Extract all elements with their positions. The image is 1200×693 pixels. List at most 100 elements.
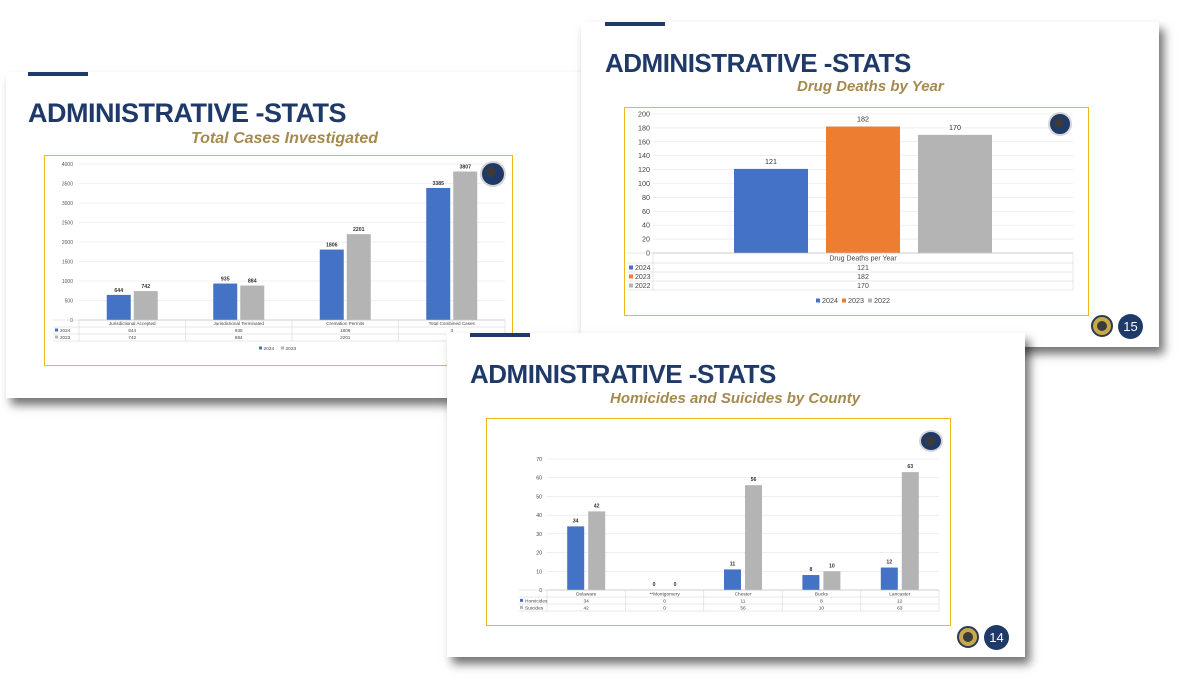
medical-seal-icon <box>480 161 506 187</box>
data-label: 56 <box>751 477 757 483</box>
legend-swatch <box>259 346 262 350</box>
series-name: Homicides <box>525 598 548 604</box>
category-label: Cremation Permits <box>326 321 365 326</box>
y-tick-label: 20 <box>536 551 542 557</box>
bar <box>319 249 344 320</box>
bar <box>918 134 992 253</box>
legend-swatch <box>842 298 846 303</box>
data-label: 10 <box>829 563 835 569</box>
table-value: 935 <box>235 328 243 333</box>
data-label: 0 <box>674 582 677 588</box>
y-tick-label: 500 <box>65 299 74 305</box>
data-label: 34 <box>573 518 579 524</box>
data-label: 170 <box>949 123 961 132</box>
y-tick-label: 70 <box>536 457 542 463</box>
y-tick-label: 180 <box>638 123 650 132</box>
table-value: 0 <box>663 598 666 604</box>
y-tick-label: 160 <box>638 137 650 146</box>
y-tick-label: 30 <box>536 532 542 538</box>
data-label: 121 <box>765 157 777 166</box>
y-tick-label: 10 <box>536 569 542 575</box>
bar <box>826 126 900 253</box>
chart-frame: 0 20 40 60 80 100 120 140 160 180 200 121 182 170 Drug… <box>624 107 1089 316</box>
table-value: 884 <box>235 335 243 340</box>
series-name: 2023 <box>60 335 71 340</box>
bar <box>346 234 371 320</box>
y-tick-label: 1000 <box>62 279 73 285</box>
table-value: 8 <box>820 598 823 604</box>
slide-accent-bar <box>28 72 88 76</box>
slide-title: ADMINISTRATIVE -STATS <box>28 98 346 128</box>
bar <box>453 171 478 320</box>
y-tick-label: 60 <box>642 207 650 216</box>
county-seal-icon <box>957 626 979 648</box>
table-value: 0 <box>663 605 666 611</box>
series-name: Suicides <box>525 605 544 611</box>
page-number: 14 <box>984 625 1009 650</box>
bar <box>901 472 919 590</box>
y-tick-label: 2000 <box>62 240 73 246</box>
bar <box>106 294 131 320</box>
y-tick-label: 100 <box>638 179 650 188</box>
slide-homicides: ADMINISTRATIVE -STATS Homicides and Suic… <box>447 333 1025 657</box>
category-label: Drug Deaths per Year <box>829 256 897 263</box>
bar <box>880 567 898 590</box>
chart-frame: 0 10 20 30 40 50 60 70 34 42 0 0 11 56 8 10 12 63 Delaware… <box>486 418 951 626</box>
legend-label: 2024 <box>822 296 838 305</box>
county-seal-icon <box>1091 315 1113 337</box>
category-label: Lancaster <box>889 591 910 597</box>
slide-accent-bar <box>470 333 530 337</box>
data-label: 935 <box>221 277 230 283</box>
table-value: 2201 <box>340 335 351 340</box>
bar <box>567 526 585 590</box>
category-label: Jurisdictional Terminated <box>214 321 265 326</box>
legend-label: 2024 <box>264 346 275 352</box>
table-value: 3 <box>450 328 453 333</box>
table-value: 121 <box>857 265 869 272</box>
table-value: 42 <box>584 605 590 611</box>
bar <box>823 571 841 590</box>
table-value: 1806 <box>340 328 351 333</box>
data-label: 742 <box>141 284 150 290</box>
data-label: 1806 <box>326 243 338 249</box>
category-label: Total Combined Cases <box>429 321 476 326</box>
table-value: 56 <box>740 605 746 611</box>
bar <box>426 187 451 320</box>
data-label: 884 <box>248 279 257 285</box>
slide-subtitle: Drug Deaths by Year <box>797 78 944 95</box>
data-label: 12 <box>886 560 892 566</box>
data-label: 182 <box>857 115 869 124</box>
y-tick-label: 0 <box>539 588 542 594</box>
legend-swatch <box>629 283 633 288</box>
y-tick-label: 120 <box>638 165 650 174</box>
table-value: 742 <box>128 335 136 340</box>
series-name: 2022 <box>635 283 651 290</box>
data-label: 644 <box>114 288 123 294</box>
legend-swatch <box>55 328 58 332</box>
legend-swatch <box>868 298 872 303</box>
y-tick-label: 20 <box>642 235 650 244</box>
bar <box>745 485 762 590</box>
legend-swatch <box>520 605 523 609</box>
category-label: Bucks <box>815 591 829 597</box>
page-number: 15 <box>1118 314 1143 339</box>
legend-swatch <box>281 346 284 350</box>
series-name: 2024 <box>635 265 651 272</box>
legend-swatch <box>816 298 820 303</box>
y-tick-label: 40 <box>642 221 650 230</box>
slide-title: ADMINISTRATIVE -STATS <box>470 359 776 389</box>
data-label: 0 <box>653 582 656 588</box>
slide-subtitle: Total Cases Investigated <box>191 130 379 147</box>
chart-frame: 0 500 1000 1500 2000 2500 3000 3500 4000 644 742 93… <box>44 155 513 366</box>
table-value: 10 <box>819 605 825 611</box>
y-tick-label: 3000 <box>62 201 73 207</box>
series-name: 2024 <box>60 328 71 333</box>
table-value: 12 <box>897 598 903 604</box>
bar <box>724 569 741 590</box>
category-label: Delaware <box>576 591 597 597</box>
total-cases-chart: 0 500 1000 1500 2000 2500 3000 3500 4000 644 742 93… <box>53 162 506 352</box>
drug-deaths-chart: 020406080100120140160180200121182170Drug… <box>627 110 1074 305</box>
legend-label: 2023 <box>848 296 864 305</box>
legend-label: 2022 <box>874 296 890 305</box>
